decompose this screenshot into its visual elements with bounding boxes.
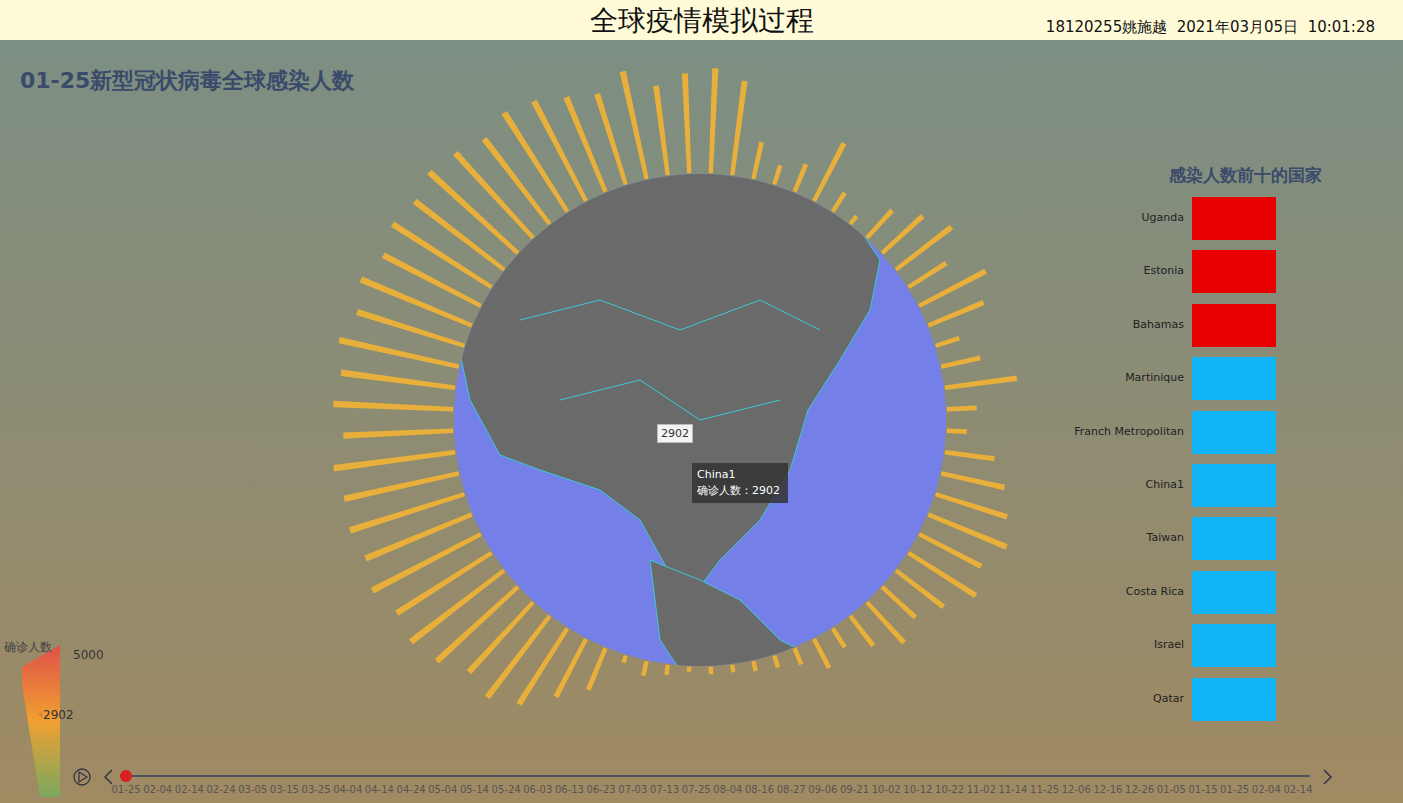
- html-text:感染人数前十的国家: 感染人数前十的国家: [1168, 165, 1322, 185]
- html-text:China1: China1: [697, 468, 736, 481]
- html-text:China1: China1: [1145, 478, 1184, 491]
- html-text:Franch Metropolitan: Franch Metropolitan: [1074, 424, 1184, 438]
- html-text:18120255姚施越 2021年03月05日 10:01:: 18120255姚施越 2021年03月05日 10:01:28: [1045, 18, 1375, 36]
- svg-text:02-14: 02-14: [1283, 784, 1312, 795]
- svg-text:07-25: 07-25: [682, 784, 711, 795]
- html-text:Estonia: Estonia: [1143, 264, 1184, 278]
- svg-text:12-16: 12-16: [1093, 784, 1122, 795]
- svg-text:02-14: 02-14: [175, 784, 204, 795]
- svg-text:06-23: 06-23: [587, 784, 616, 795]
- svg-text:2902: 2902: [43, 708, 74, 722]
- svg-text:03-15: 03-15: [270, 784, 299, 795]
- svg-text:02-04: 02-04: [1252, 784, 1281, 795]
- svg-text:11-02: 11-02: [967, 784, 996, 795]
- svg-text:09-06: 09-06: [808, 784, 837, 795]
- html-text:Bahamas: Bahamas: [1132, 317, 1184, 331]
- svg-text:01-25: 01-25: [111, 784, 140, 795]
- html-text:Israel: Israel: [1153, 638, 1184, 652]
- html-text:Costa Rica: Costa Rica: [1125, 584, 1184, 598]
- svg-text:07-03: 07-03: [618, 784, 647, 795]
- svg-text:01-15: 01-15: [1188, 784, 1217, 795]
- svg-text:05-04: 05-04: [428, 784, 457, 795]
- html-text:确诊人数：2902: 确诊人数：2902: [697, 484, 780, 497]
- html-text:2902: 2902: [661, 427, 689, 440]
- svg-text:11-25: 11-25: [1030, 784, 1059, 795]
- svg-text:04-04: 04-04: [333, 784, 362, 795]
- html-text:Qatar: Qatar: [1153, 691, 1184, 705]
- svg-text:11-14: 11-14: [998, 784, 1027, 795]
- svg-text:08-04: 08-04: [713, 784, 742, 795]
- svg-text:08-27: 08-27: [777, 784, 806, 795]
- svg-text:10-22: 10-22: [935, 784, 964, 795]
- svg-text:02-04: 02-04: [143, 784, 172, 795]
- svg-text:01-05: 01-05: [1157, 784, 1186, 795]
- svg-text:06-13: 06-13: [555, 784, 584, 795]
- svg-text:12-06: 12-06: [1062, 784, 1091, 795]
- svg-text:5000: 5000: [73, 648, 104, 662]
- svg-text:05-14: 05-14: [460, 784, 489, 795]
- svg-text:04-14: 04-14: [365, 784, 394, 795]
- svg-text:10-12: 10-12: [903, 784, 932, 795]
- svg-text:03-25: 03-25: [302, 784, 331, 795]
- html-text:Uganda: Uganda: [1141, 211, 1184, 224]
- svg-text:08-16: 08-16: [745, 784, 774, 795]
- svg-text:确诊人数: 确诊人数: [3, 640, 52, 654]
- svg-text:02-24: 02-24: [206, 784, 235, 795]
- svg-text:03-05: 03-05: [238, 784, 267, 795]
- svg-text:12-26: 12-26: [1125, 784, 1154, 795]
- svg-text:07-13: 07-13: [650, 784, 679, 795]
- svg-text:05-24: 05-24: [492, 784, 521, 795]
- svg-text:06-03: 06-03: [523, 784, 552, 795]
- svg-text:10-02: 10-02: [872, 784, 901, 795]
- html-text:Martinique: Martinique: [1125, 371, 1184, 385]
- html-text:全球疫情模拟过程: 全球疫情模拟过程: [589, 4, 814, 37]
- svg-text:09-21: 09-21: [840, 784, 869, 795]
- svg-text:04-24: 04-24: [397, 784, 426, 795]
- html-text:Taiwan: Taiwan: [1146, 531, 1184, 545]
- html-text:01-25新型冠状病毒全球感染人数: 01-25新型冠状病毒全球感染人数: [20, 68, 355, 93]
- svg-text:01-25: 01-25: [1220, 784, 1249, 795]
